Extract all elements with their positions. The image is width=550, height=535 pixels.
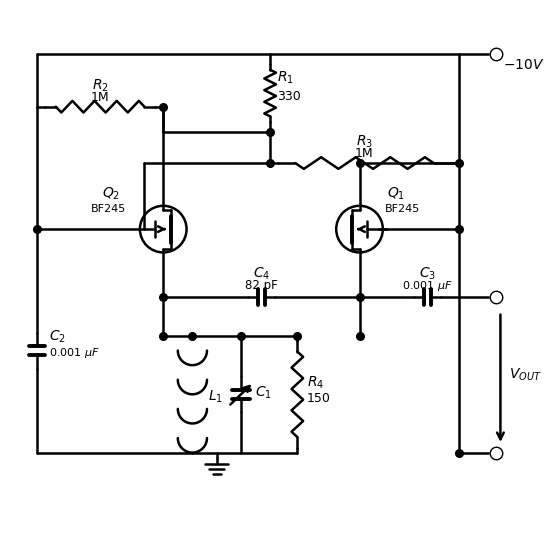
Text: BF245: BF245 <box>385 204 420 213</box>
Text: $C_2$: $C_2$ <box>48 329 65 345</box>
Text: BF245: BF245 <box>91 204 127 213</box>
Text: $Q_1$: $Q_1$ <box>387 186 405 202</box>
Text: $-10V$: $-10V$ <box>503 58 545 72</box>
Text: $R_2$: $R_2$ <box>92 77 108 94</box>
Text: $0.001\ \mu F$: $0.001\ \mu F$ <box>402 279 453 293</box>
Text: $R_1$: $R_1$ <box>277 70 294 86</box>
Text: 150: 150 <box>307 392 331 405</box>
Text: $R_3$: $R_3$ <box>356 134 373 150</box>
Text: 82 pF: 82 pF <box>245 279 278 292</box>
Text: $C_1$: $C_1$ <box>255 384 272 401</box>
Text: 1M: 1M <box>91 91 109 104</box>
Text: $Q_2$: $Q_2$ <box>102 186 120 202</box>
Text: $R_4$: $R_4$ <box>307 374 324 391</box>
Text: $V_{OUT}$: $V_{OUT}$ <box>509 366 542 383</box>
Text: $0.001\ \mu F$: $0.001\ \mu F$ <box>48 346 100 361</box>
Text: $L_1$: $L_1$ <box>208 388 223 404</box>
Text: 1M: 1M <box>355 147 373 160</box>
Text: $C_4$: $C_4$ <box>253 266 270 282</box>
Text: 330: 330 <box>277 90 301 103</box>
Text: $C_3$: $C_3$ <box>419 266 436 282</box>
